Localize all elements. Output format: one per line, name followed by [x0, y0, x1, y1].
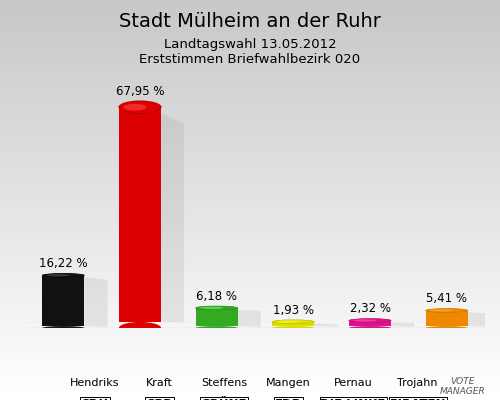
Text: Erststimmen Briefwahlbezirk 020: Erststimmen Briefwahlbezirk 020 — [140, 53, 360, 66]
Text: Trojahn: Trojahn — [398, 378, 438, 388]
Text: Steffens: Steffens — [201, 378, 247, 388]
Text: Kraft: Kraft — [146, 378, 173, 388]
Text: 16,22 %: 16,22 % — [39, 257, 88, 270]
Polygon shape — [161, 113, 184, 323]
Ellipse shape — [272, 320, 315, 324]
Ellipse shape — [276, 321, 300, 323]
Text: SPD: SPD — [146, 398, 173, 400]
Ellipse shape — [196, 326, 238, 330]
Text: Mangen: Mangen — [266, 378, 311, 388]
Ellipse shape — [42, 273, 84, 277]
Text: Stadt Mülheim an der Ruhr: Stadt Mülheim an der Ruhr — [119, 12, 381, 31]
Ellipse shape — [354, 319, 376, 322]
Polygon shape — [84, 277, 108, 327]
Polygon shape — [391, 322, 414, 327]
Ellipse shape — [119, 101, 161, 113]
Ellipse shape — [196, 306, 238, 310]
Ellipse shape — [272, 320, 314, 324]
Bar — [196, 308, 238, 326]
Ellipse shape — [349, 318, 391, 322]
Text: 1,93 %: 1,93 % — [273, 304, 314, 316]
Ellipse shape — [46, 274, 70, 276]
Polygon shape — [468, 312, 491, 327]
Text: VOTE
MANAGER: VOTE MANAGER — [440, 377, 485, 396]
Text: Hendriks: Hendriks — [70, 378, 119, 388]
Text: 67,95 %: 67,95 % — [116, 85, 164, 98]
Bar — [119, 107, 161, 322]
Bar — [426, 310, 468, 326]
Ellipse shape — [425, 308, 468, 312]
Ellipse shape — [195, 306, 238, 310]
Text: 5,41 %: 5,41 % — [426, 292, 467, 305]
Text: FDP: FDP — [276, 398, 301, 400]
Text: 2,32 %: 2,32 % — [350, 302, 391, 315]
Text: PIRATEN: PIRATEN — [390, 398, 446, 400]
Polygon shape — [314, 324, 338, 327]
Ellipse shape — [349, 326, 391, 330]
Ellipse shape — [426, 308, 468, 312]
Text: 6,18 %: 6,18 % — [196, 290, 237, 303]
Text: Landtagswahl 13.05.2012: Landtagswahl 13.05.2012 — [164, 38, 336, 51]
Bar — [42, 275, 84, 326]
Ellipse shape — [124, 104, 146, 110]
Ellipse shape — [426, 326, 468, 330]
Bar — [272, 322, 314, 326]
Text: DIE LINKE: DIE LINKE — [320, 398, 386, 400]
Ellipse shape — [272, 326, 314, 330]
Bar — [349, 320, 391, 326]
Text: GRÜNE: GRÜNE — [200, 398, 247, 400]
Ellipse shape — [42, 273, 85, 278]
Ellipse shape — [200, 307, 223, 309]
Text: CDU: CDU — [80, 398, 109, 400]
Ellipse shape — [430, 309, 453, 312]
Polygon shape — [238, 310, 261, 327]
Ellipse shape — [348, 318, 392, 323]
Ellipse shape — [119, 322, 161, 334]
Ellipse shape — [42, 326, 84, 330]
Text: Pernau: Pernau — [334, 378, 372, 388]
Ellipse shape — [118, 100, 162, 114]
